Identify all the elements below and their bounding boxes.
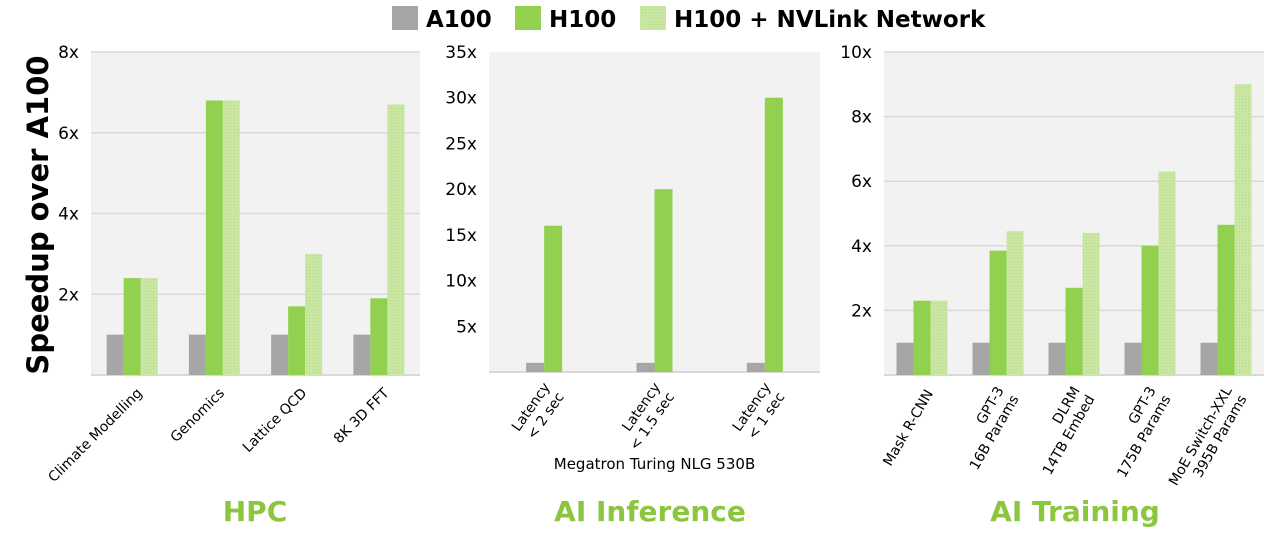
panel-title: AI Inference: [554, 495, 746, 528]
x-tick-label: Latency< 1 sec: [730, 380, 789, 444]
bar-h100: [544, 225, 563, 372]
panel-ai-training: 2x 4x 6x 8x 10x Mask R-CNN GPT-316B Params DLRM…: [840, 43, 1264, 528]
bar-a100: [636, 362, 655, 372]
x-tick-label: Lattice QCD: [240, 385, 310, 455]
x-tick-label-line: Lattice QCD: [240, 385, 310, 455]
y-tick-label: 2x: [58, 285, 79, 305]
x-tick-label: Latency< 2 sec: [509, 380, 568, 444]
x-tick-label-line: Mask R-CNN: [880, 387, 937, 469]
bar-h100: [1141, 245, 1159, 375]
y-tick-label: 25x: [445, 134, 477, 154]
y-tick-label: 10x: [840, 43, 872, 63]
x-axis-title: Megatron Turing NLG 530B: [554, 455, 755, 473]
bar-a100: [972, 342, 990, 375]
bar-h100-nvlink-network: [387, 104, 405, 376]
y-tick-label: 4x: [851, 237, 872, 257]
x-tick-label-line: Genomics: [168, 385, 228, 445]
x-tick-label: Genomics: [168, 385, 228, 445]
legend: A100 H100 H100 + NVLink Network: [392, 6, 986, 33]
legend-label-a100: A100: [426, 7, 492, 33]
bar-h100-nvlink-network: [222, 100, 240, 375]
bar-h100-nvlink-network: [1006, 231, 1024, 375]
x-tick-label: Latency< 1.5 sec: [613, 380, 678, 453]
bar-h100-nvlink-network: [1082, 232, 1100, 375]
x-tick-label: 8K 3D FFT: [331, 385, 393, 447]
y-tick-label: 10x: [445, 272, 477, 292]
bar-a100: [1200, 342, 1218, 375]
x-tick-label: DLRM14TB Embed: [1025, 384, 1098, 478]
y-tick-label: 2x: [851, 301, 872, 321]
bar-h100-nvlink-network: [1158, 171, 1176, 375]
bar-h100-nvlink-network: [305, 253, 323, 375]
legend-swatch-h100-nvlink: [640, 6, 666, 30]
bar-h100-nvlink-network: [930, 300, 948, 375]
panel-title: AI Training: [990, 495, 1160, 528]
y-tick-label: 20x: [445, 180, 477, 200]
legend-label-h100: H100: [549, 7, 616, 33]
y-tick-label: 6x: [58, 124, 79, 144]
panel-title: HPC: [223, 495, 288, 528]
bar-a100: [1124, 342, 1142, 375]
bar-h100: [370, 298, 388, 375]
y-tick-label: 4x: [58, 205, 79, 225]
y-axis-title: Speedup over A100: [21, 55, 55, 374]
bar-a100: [526, 362, 545, 372]
bar-a100: [188, 334, 206, 375]
y-tick-label: 15x: [445, 226, 477, 246]
panel-ai-inference: 5x 10x 15x 20x 25x 30x 35x Latency< 2 sec Latenc…: [445, 43, 820, 528]
bar-h100: [205, 100, 223, 375]
y-tick-label: 6x: [851, 172, 872, 192]
y-tick-label: 30x: [445, 89, 477, 109]
bar-h100: [989, 250, 1007, 375]
y-tick-label: 35x: [445, 43, 477, 63]
x-tick-label: GPT-3175B Params: [1100, 384, 1175, 481]
bar-a100: [106, 334, 124, 375]
bar-a100: [746, 362, 765, 372]
bar-a100: [271, 334, 289, 375]
y-tick-label: 8x: [58, 43, 79, 63]
x-tick-label: MoE Switch-XXL395B Params: [1166, 384, 1250, 497]
x-tick-label-line: 8K 3D FFT: [331, 385, 393, 447]
x-tick-label: Mask R-CNN: [880, 387, 937, 469]
bar-h100: [1217, 224, 1235, 375]
bar-h100-nvlink-network: [140, 278, 158, 375]
bar-h100: [288, 306, 306, 375]
bar-h100: [123, 278, 141, 375]
bar-h100-nvlink-network: [1234, 84, 1252, 376]
bar-h100: [1065, 287, 1083, 375]
x-tick-label: GPT-316B Params: [952, 384, 1022, 473]
y-tick-label: 5x: [456, 317, 477, 337]
bar-h100: [764, 97, 783, 372]
legend-label-h100-nvlink: H100 + NVLink Network: [674, 7, 986, 33]
x-tick-label-line: Climate Modelling: [45, 385, 145, 485]
bar-a100: [1048, 342, 1066, 375]
bar-h100: [654, 189, 673, 372]
y-tick-label: 8x: [851, 108, 872, 128]
bar-h100: [913, 300, 931, 375]
x-tick-label: Climate Modelling: [45, 385, 145, 485]
panel-hpc: 2x 4x 6x 8x Climate Modelling Genomics Lattice…: [45, 43, 420, 528]
legend-swatch-h100: [515, 6, 541, 30]
bar-a100: [896, 342, 914, 375]
bar-a100: [353, 334, 371, 375]
legend-swatch-a100: [392, 6, 418, 30]
